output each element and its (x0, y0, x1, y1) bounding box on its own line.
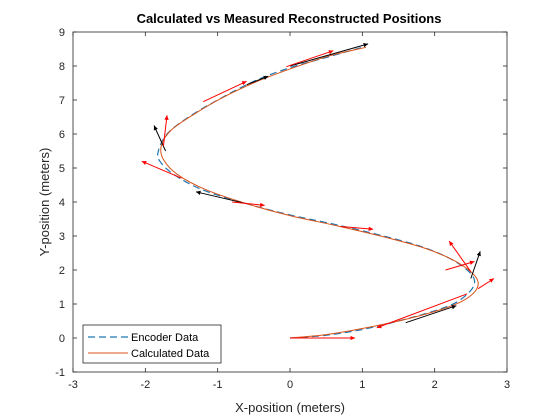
heading-arrow-head (328, 50, 334, 55)
heading-arrow (448, 240, 472, 272)
heading-arrow-head (259, 202, 265, 208)
series-line-calculated (160, 46, 479, 339)
x-tick-label: 2 (432, 379, 438, 391)
heading-arrow (153, 125, 167, 152)
heading-arrow-head (241, 81, 247, 86)
heading-arrow-head (376, 324, 382, 329)
x-tick-label: -3 (68, 379, 78, 391)
heading-arrow-head (469, 260, 475, 265)
heading-arrow-head (363, 43, 369, 48)
heading-arrow-head (263, 75, 269, 80)
x-tick-label: 1 (359, 379, 365, 391)
y-tick-label: 9 (59, 27, 65, 39)
y-tick-label: 5 (59, 163, 65, 175)
legend-label-encoder: Encoder Data (131, 332, 199, 344)
heading-arrow-head (451, 305, 457, 310)
heading-arrow-head (449, 241, 454, 247)
heading-arrow-head (164, 115, 169, 121)
heading-arrow (195, 191, 247, 205)
plot-area (73, 32, 507, 372)
y-axis-ticks: -1 0 1 2 3 4 5 6 7 8 9 (55, 27, 507, 379)
chart-title: Calculated vs Measured Reconstructed Pos… (137, 11, 442, 26)
heading-arrow (202, 80, 247, 103)
y-axis-label: Y-position (meters) (37, 148, 52, 257)
heading-arrow (232, 201, 265, 206)
heading-arrow (286, 50, 334, 68)
legend-box (82, 324, 222, 364)
heading-arrow (445, 261, 475, 271)
heading-arrow-head (350, 335, 356, 341)
heading-arrow (340, 225, 374, 230)
y-tick-label: 3 (59, 231, 65, 243)
x-axis-ticks: -3 -2 -1 0 1 2 3 (68, 32, 510, 391)
heading-arrow-head (476, 251, 481, 257)
y-tick-label: 8 (59, 61, 65, 73)
heading-arrow-head (153, 125, 158, 131)
legend: Encoder Data Calculated Data (82, 324, 222, 364)
series-group (156, 46, 479, 339)
x-tick-label: 3 (504, 379, 510, 391)
heading-arrow (376, 293, 468, 329)
heading-arrow (141, 160, 182, 179)
y-tick-label: 2 (59, 265, 65, 277)
x-axis-label: X-position (meters) (235, 400, 345, 415)
y-tick-label: 0 (59, 333, 65, 345)
heading-arrow (405, 305, 457, 324)
heading-arrow (289, 43, 369, 67)
y-tick-label: 7 (59, 95, 65, 107)
y-tick-label: 6 (59, 129, 65, 141)
x-tick-label: -1 (213, 379, 223, 391)
heading-arrow-head (141, 160, 147, 165)
heading-arrow-head (489, 278, 494, 283)
heading-arrow-head (368, 226, 374, 231)
heading-arrow (470, 251, 481, 279)
y-tick-label: 1 (59, 299, 65, 311)
x-tick-label: -2 (140, 379, 150, 391)
y-tick-label: 4 (59, 197, 65, 209)
heading-arrow (162, 115, 168, 146)
y-tick-label: -1 (55, 367, 65, 379)
legend-label-calculated: Calculated Data (131, 348, 210, 360)
heading-arrows-group (141, 43, 495, 341)
heading-arrow-head (195, 190, 201, 195)
x-tick-label: 0 (287, 379, 293, 391)
